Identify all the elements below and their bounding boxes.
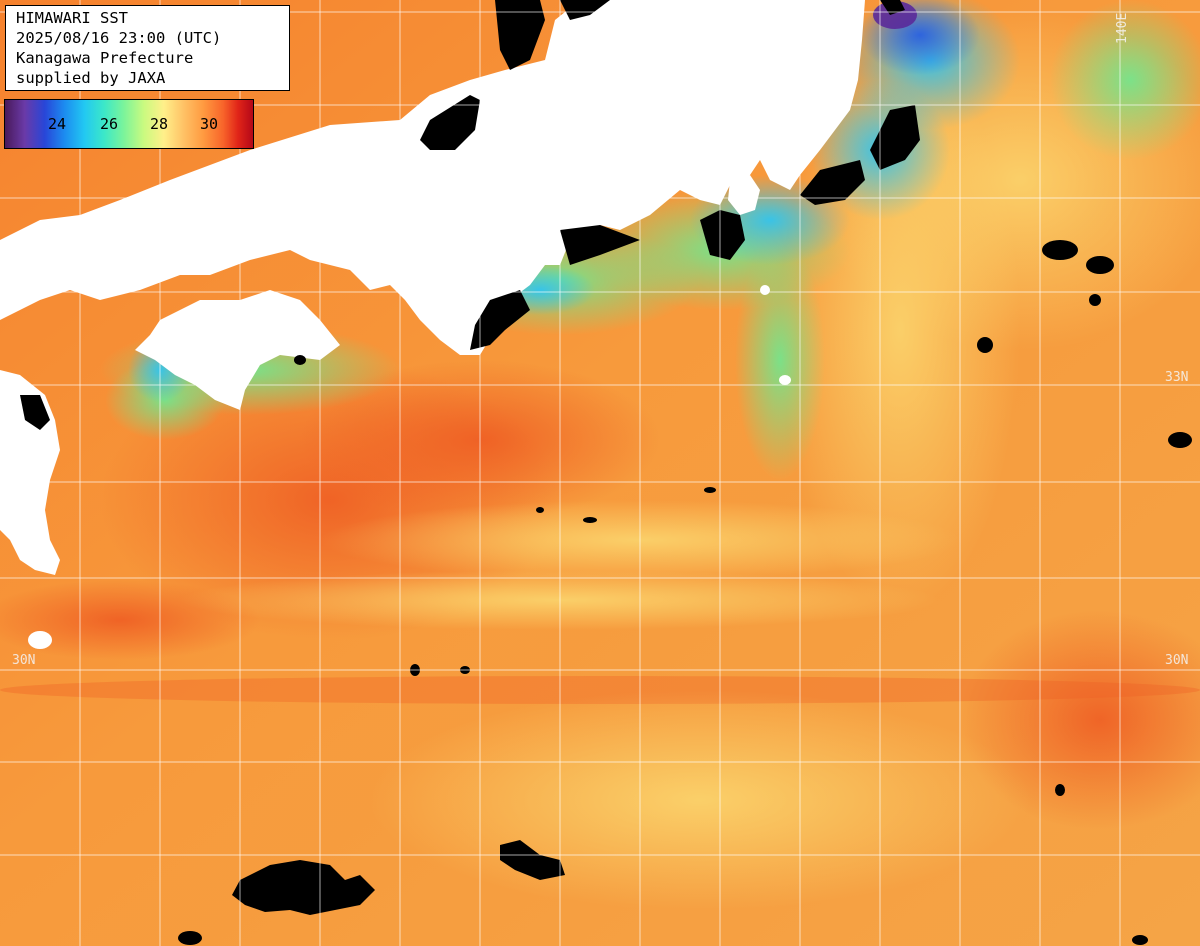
island-small-b	[779, 375, 791, 385]
yellow-band-south	[370, 690, 1030, 910]
colorbar-tick-28: 28	[149, 115, 169, 133]
cloud-south-a	[178, 931, 202, 945]
cloud-south-large	[232, 860, 375, 915]
cloud-east-b	[1086, 256, 1114, 274]
sst-colorbar: 24 26 28 30	[4, 99, 254, 149]
cloud-shiga	[495, 0, 545, 70]
cool-boso-east	[1050, 0, 1200, 160]
cloud-kii-south	[470, 290, 530, 350]
cloud-northeast	[880, 0, 905, 15]
shikoku-land	[135, 290, 340, 410]
cloud-kanto	[800, 160, 865, 205]
colorbar-tick-30: 30	[199, 115, 219, 133]
cloud-south-g	[1055, 784, 1065, 796]
cool-tongue-south	[735, 240, 825, 480]
info-title: HIMAWARI SST	[16, 9, 128, 27]
colorbar-tick-26: 26	[99, 115, 119, 133]
cloud-south-mid	[500, 840, 565, 880]
lon-label-top: 140E	[1115, 12, 1130, 44]
izu-peninsula	[728, 175, 760, 215]
cloud-south-h	[1132, 935, 1148, 945]
island-small-a	[28, 631, 52, 649]
cloud-south-f	[536, 507, 544, 513]
purple-northeast	[873, 1, 917, 29]
lat-label-30n-right: 30N	[1165, 653, 1189, 668]
cloud-south-d	[704, 487, 716, 493]
lat-label-33n-right: 33N	[1165, 370, 1189, 385]
cloud-tokai	[560, 225, 640, 265]
cloud-shizuoka	[700, 210, 745, 260]
cloud-east-d	[1089, 294, 1101, 306]
colorbar-tick-24: 24	[47, 115, 67, 133]
warm-band-south	[0, 676, 1200, 704]
cloud-east-c	[977, 337, 993, 353]
cloud-mask	[20, 0, 1192, 945]
info-datetime: 2025/08/16 23:00 (UTC)	[16, 29, 222, 47]
cloud-east-a	[1042, 240, 1078, 260]
cloud-south-e	[583, 517, 597, 523]
cloud-osaka	[420, 95, 480, 150]
lat-label-30n-left: 30N	[12, 653, 36, 668]
honshu-land	[0, 0, 865, 355]
cloud-gifu	[560, 0, 610, 20]
cloud-boso	[870, 105, 920, 170]
info-box: HIMAWARI SST 2025/08/16 23:00 (UTC) Kana…	[5, 5, 290, 91]
info-region: Kanagawa Prefecture	[16, 49, 194, 67]
info-credit: supplied by JAXA	[16, 69, 166, 87]
cloud-south-i	[294, 355, 306, 365]
kii-peninsula	[360, 225, 425, 275]
cloud-east-e	[1168, 432, 1192, 448]
cloud-kyushu	[20, 395, 50, 430]
island-small-c	[760, 285, 770, 295]
